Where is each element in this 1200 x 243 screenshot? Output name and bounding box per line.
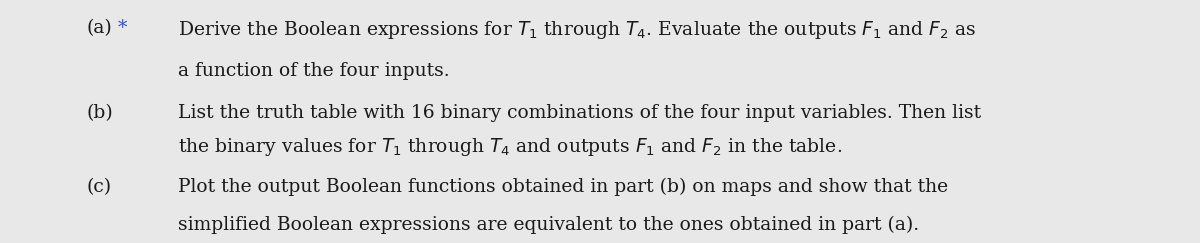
Text: Plot the output Boolean functions obtained in part (b) on maps and show that the: Plot the output Boolean functions obtain… — [178, 178, 948, 196]
Text: *: * — [118, 19, 127, 37]
Text: the binary values for $T_1$ through $T_4$ and outputs $F_1$ and $F_2$ in the tab: the binary values for $T_1$ through $T_4… — [178, 136, 841, 158]
Text: a function of the four inputs.: a function of the four inputs. — [178, 61, 449, 79]
Text: simplified Boolean expressions are equivalent to the ones obtained in part (a).: simplified Boolean expressions are equiv… — [178, 216, 919, 234]
Text: Derive the Boolean expressions for $T_1$ through $T_4$. Evaluate the outputs $F_: Derive the Boolean expressions for $T_1$… — [178, 19, 976, 42]
Text: (c): (c) — [86, 178, 112, 196]
Text: (a): (a) — [86, 19, 112, 37]
Text: (b): (b) — [86, 104, 113, 122]
Text: List the truth table with 16 binary combinations of the four input variables. Th: List the truth table with 16 binary comb… — [178, 104, 980, 122]
